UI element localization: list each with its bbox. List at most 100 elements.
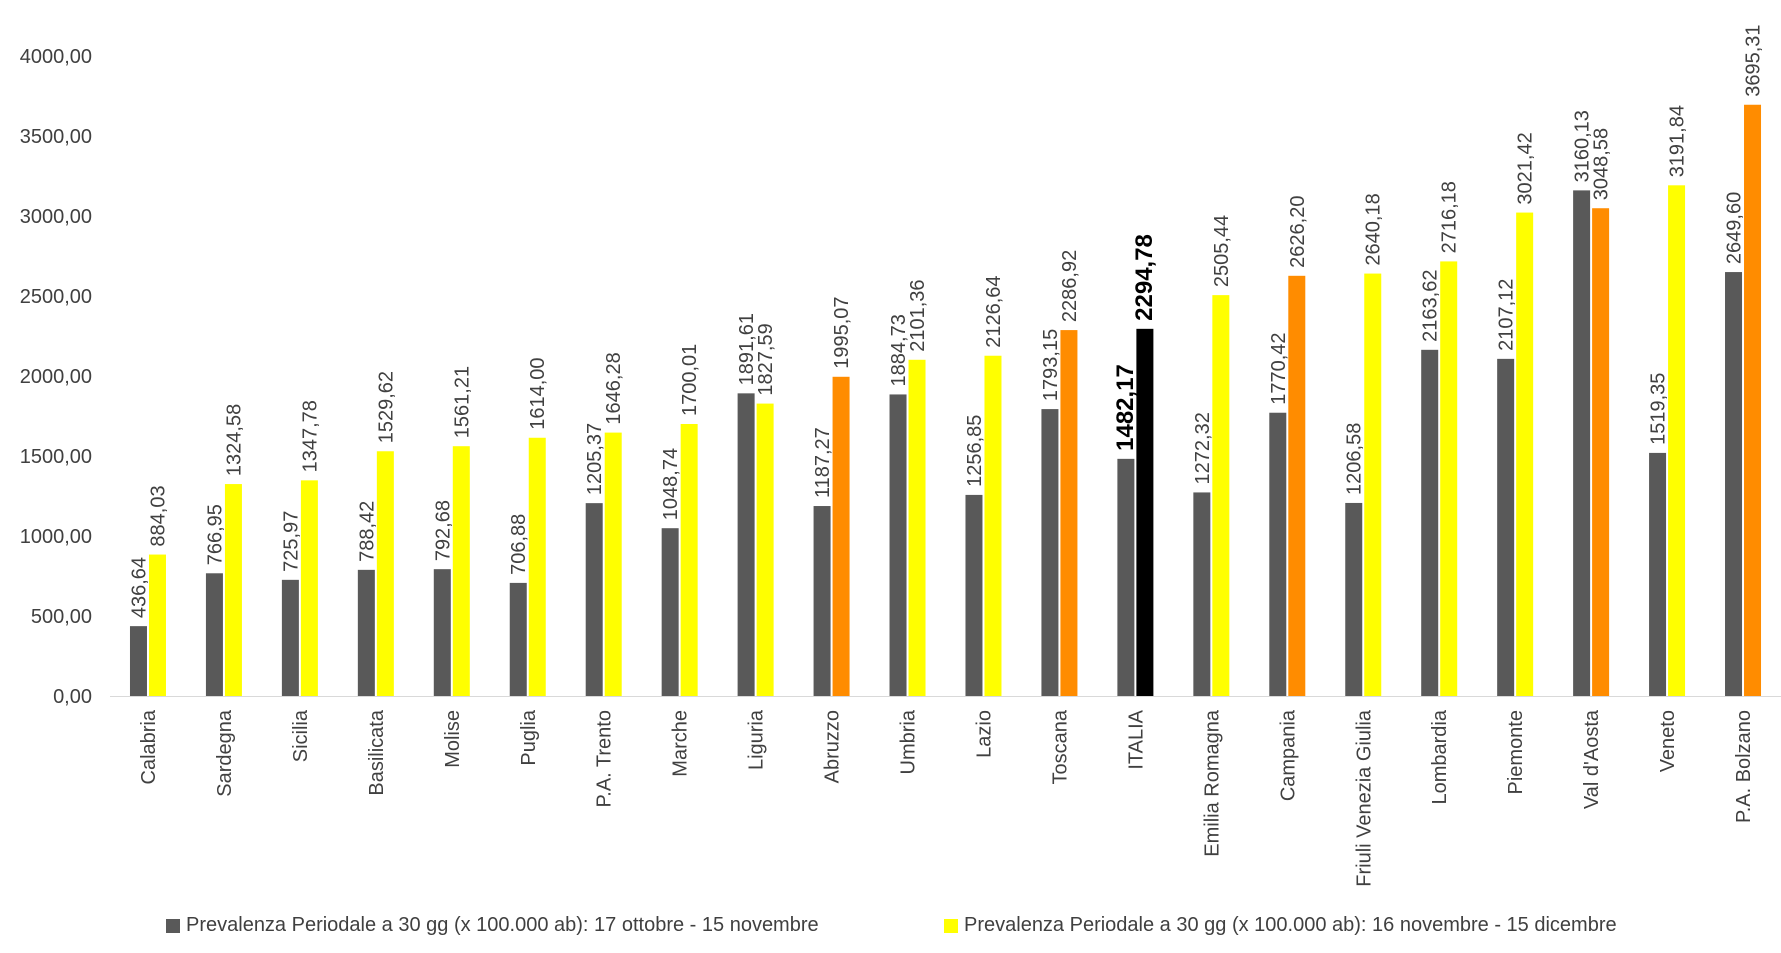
data-label-series-1: 706,88: [508, 514, 530, 575]
bar-series-2: [1516, 212, 1534, 696]
data-label-series-1: 792,68: [432, 500, 454, 561]
bar-series-2: [1744, 104, 1762, 697]
bar-series-1: [1041, 409, 1059, 696]
bar-series-2: [452, 446, 470, 696]
category-label: P.A. Bolzano: [1733, 710, 1755, 823]
legend-label-series-1: Prevalenza Periodale a 30 gg (x 100.000 …: [186, 914, 819, 936]
data-label-series-1: 2163,62: [1420, 270, 1442, 342]
category-label: Calabria: [138, 709, 160, 784]
legend: Prevalenza Periodale a 30 gg (x 100.000 …: [0, 914, 1781, 944]
bar-series-1: [1649, 452, 1667, 696]
bar-series-1: [889, 394, 907, 696]
bar-series-2: [604, 432, 622, 696]
bar-series-2: [1668, 185, 1686, 696]
category-label: Molise: [442, 710, 464, 768]
data-label-series-1: 1048,74: [660, 448, 682, 520]
bar-series-2: [528, 437, 546, 696]
bar-series-2: [1212, 295, 1230, 696]
bar-series-2: [376, 451, 394, 696]
data-label-series-2: 1646,28: [603, 352, 625, 424]
category-label: Toscana: [1049, 709, 1071, 784]
bar-series-1: [1573, 190, 1591, 696]
bar-series-1: [509, 582, 527, 696]
bar-series-2: [1288, 275, 1306, 696]
data-label-series-2: 2126,64: [983, 275, 1005, 347]
data-label-series-1: 436,64: [128, 557, 150, 618]
bar-series-1: [813, 506, 831, 696]
data-label-series-1: 2107,12: [1496, 279, 1518, 351]
bar-series-1: [1193, 492, 1211, 696]
y-axis: 0,00 500,00 1000,00 1500,00 2000,00 2500,00 30…: [20, 46, 92, 708]
bar-series-2: [1060, 330, 1078, 696]
data-label-series-2: 2286,92: [1059, 250, 1081, 322]
data-label-series-1: 1770,42: [1268, 332, 1290, 404]
category-label: Sardegna: [214, 709, 236, 797]
bar-series-1: [1269, 412, 1287, 696]
legend-item-series-1: Prevalenza Periodale a 30 gg (x 100.000 …: [166, 914, 819, 937]
data-label-series-2: 3695,31: [1743, 24, 1765, 96]
data-label-series-1: 1205,37: [584, 423, 606, 495]
data-label-series-1: 1272,32: [1192, 412, 1214, 484]
y-tick-label: 2500,00: [20, 286, 92, 308]
bar-series-1: [281, 579, 299, 696]
bar-series-2: [1592, 208, 1610, 696]
legend-swatch-series-1: [166, 918, 180, 933]
category-label: P.A. Trento: [594, 710, 616, 807]
category-label: Val d'Aosta: [1581, 709, 1603, 809]
bar-series-1: [433, 569, 451, 696]
bar-series-1: [205, 573, 223, 696]
category-label: Emilia Romagna: [1201, 709, 1223, 857]
bar-series-2: [1136, 328, 1154, 696]
category-label: Veneto: [1657, 710, 1679, 772]
bar-series-2: [1440, 261, 1458, 696]
data-label-series-1: 1206,58: [1344, 423, 1366, 495]
bar-series-1: [661, 528, 679, 696]
legend-label-series-2: Prevalenza Periodale a 30 gg (x 100.000 …: [964, 914, 1617, 936]
bar-series-1: [1421, 349, 1439, 696]
data-label-series-1: 1884,73: [888, 314, 910, 386]
data-label-series-2: 3021,42: [1515, 132, 1537, 204]
legend-swatch-series-2: [944, 918, 958, 933]
legend-item-series-2: Prevalenza Periodale a 30 gg (x 100.000 …: [944, 914, 1617, 937]
y-tick-label: 3500,00: [20, 126, 92, 148]
category-label: Lazio: [973, 710, 995, 758]
data-label-series-2: 884,03: [147, 485, 169, 546]
bar-series-1: [129, 626, 147, 696]
category-label: Piemonte: [1505, 710, 1527, 795]
data-label-series-1: 1891,61: [736, 313, 758, 385]
data-label-series-1: 2649,60: [1724, 192, 1746, 264]
y-tick-label: 2000,00: [20, 366, 92, 388]
category-label: Abruzzo: [822, 710, 844, 783]
data-label-series-1: 1519,35: [1648, 373, 1670, 445]
data-label-series-2: 1995,07: [831, 296, 853, 368]
bar-series-2: [148, 554, 166, 696]
category-label: Campania: [1277, 709, 1299, 801]
x-axis: Calabria Sardegna Sicilia Basilicata Molise P…: [110, 696, 1781, 887]
bar-series-2: [984, 355, 1002, 696]
y-tick-label: 0,00: [53, 686, 92, 708]
data-label-series-2: 3048,58: [1591, 128, 1613, 200]
bars: [129, 104, 1762, 697]
category-label: Lombardia: [1429, 709, 1451, 804]
data-label-series-2: 1561,21: [451, 366, 473, 438]
bar-series-2: [300, 480, 318, 696]
y-tick-label: 500,00: [31, 606, 92, 628]
bar-series-1: [1725, 272, 1743, 696]
bar-series-1: [1497, 358, 1515, 696]
bar-series-1: [357, 569, 375, 696]
data-label-series-2: 2505,44: [1211, 215, 1233, 287]
data-label-series-2: 2640,18: [1363, 193, 1385, 265]
data-label-series-2: 2294,78: [1131, 234, 1158, 321]
category-label: Liguria: [746, 709, 768, 770]
bar-series-2: [756, 403, 774, 696]
data-label-series-1: 1793,15: [1040, 329, 1062, 401]
y-tick-label: 1000,00: [20, 526, 92, 548]
bar-series-2: [680, 423, 698, 696]
data-label-series-2: 1324,58: [223, 404, 245, 476]
bar-series-1: [1117, 458, 1135, 696]
bar-series-2: [908, 359, 926, 696]
bar-series-1: [965, 494, 983, 696]
data-label-series-1: 1187,27: [812, 427, 834, 498]
category-label: Friuli Venezia Giulia: [1353, 709, 1375, 887]
